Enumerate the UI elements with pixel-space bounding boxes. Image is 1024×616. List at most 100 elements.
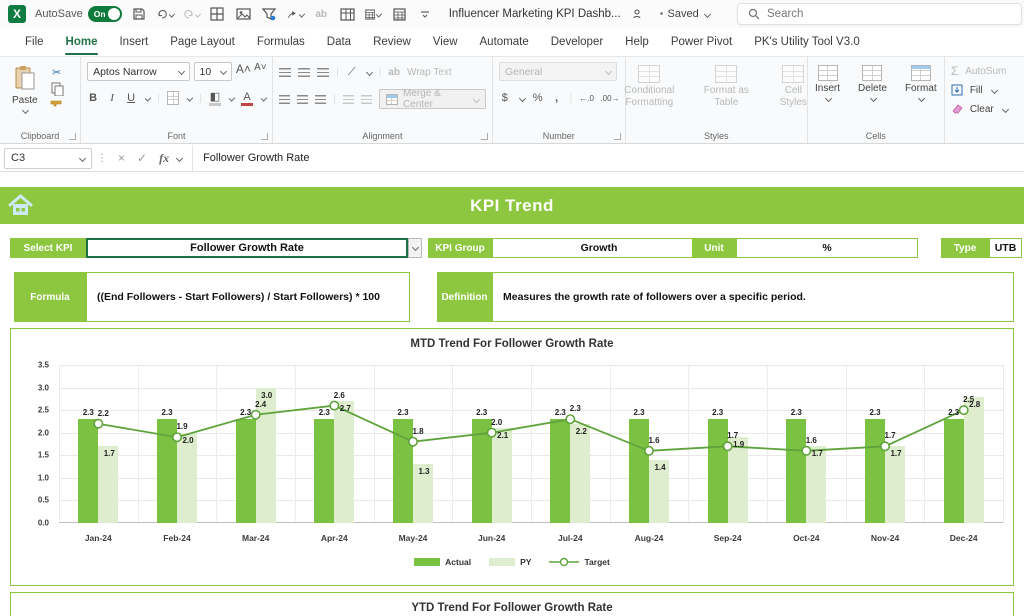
autosave-control[interactable]: AutoSave On bbox=[35, 6, 122, 22]
unit-label: Unit bbox=[692, 238, 736, 258]
tab-view[interactable]: View bbox=[422, 29, 469, 55]
label-py: 1.9 bbox=[733, 440, 744, 449]
tab-automate[interactable]: Automate bbox=[469, 29, 540, 55]
comma-style-icon[interactable]: , bbox=[551, 92, 563, 104]
tab-review[interactable]: Review bbox=[362, 29, 422, 55]
borders-button[interactable] bbox=[167, 91, 180, 105]
label-target: 1.9 bbox=[176, 422, 187, 431]
increase-decimal-icon[interactable]: ←.0 bbox=[579, 94, 593, 103]
group-alignment: | ⟋ | ab Wrap Text | Merge & Center bbox=[273, 57, 493, 143]
chart-plot: 2.32.21.72.31.92.02.32.43.02.32.62.72.31… bbox=[59, 365, 1003, 523]
insert-cells-button[interactable]: Insert bbox=[809, 62, 846, 104]
font-size-select[interactable]: 10 bbox=[194, 62, 232, 81]
x-label: May-24 bbox=[399, 533, 428, 543]
increase-indent-icon[interactable] bbox=[361, 95, 372, 104]
saved-status[interactable]: •Saved bbox=[660, 8, 710, 20]
filter-icon[interactable] bbox=[261, 6, 278, 23]
align-top-icon[interactable] bbox=[279, 68, 291, 77]
calc-sheet-icon[interactable] bbox=[365, 6, 382, 23]
excel-logo-icon: X bbox=[8, 5, 26, 23]
label-actual: 2.3 bbox=[869, 408, 880, 417]
copy-icon[interactable] bbox=[50, 82, 64, 96]
label-target: 2.3 bbox=[570, 404, 581, 413]
number-dialog-launcher[interactable] bbox=[614, 133, 621, 140]
chart-x-axis: Jan-24Feb-24Mar-24Apr-24May-24Jun-24Jul-… bbox=[59, 533, 1003, 547]
search-input[interactable]: Search bbox=[737, 3, 1022, 25]
legend-Target: Target bbox=[549, 557, 609, 567]
tab-file[interactable]: File bbox=[14, 29, 55, 55]
label-actual: 2.3 bbox=[555, 408, 566, 417]
bold-button[interactable]: B bbox=[87, 92, 99, 104]
label-actual: 2.3 bbox=[319, 408, 330, 417]
paste-button[interactable]: Paste bbox=[6, 62, 44, 116]
format-cells-button[interactable]: Format bbox=[899, 62, 943, 104]
name-box[interactable]: C3 bbox=[4, 148, 92, 169]
group-editing: ΣAutoSum Fill Clear bbox=[945, 57, 1024, 143]
font-dialog-launcher[interactable] bbox=[261, 133, 268, 140]
align-right-icon[interactable] bbox=[315, 95, 326, 104]
tab-page-layout[interactable]: Page Layout bbox=[159, 29, 246, 55]
format-painter-icon[interactable] bbox=[50, 99, 64, 111]
autosave-toggle[interactable]: On bbox=[88, 6, 122, 22]
tab-data[interactable]: Data bbox=[316, 29, 362, 55]
decrease-indent-icon[interactable] bbox=[343, 95, 354, 104]
grow-font-icon[interactable]: A˄ bbox=[236, 62, 250, 81]
group-number: General $ % , | ←.0 .00→ Number bbox=[493, 57, 626, 143]
kpi-select-input[interactable]: Follower Growth Rate bbox=[86, 238, 408, 258]
tab-formulas[interactable]: Formulas bbox=[246, 29, 316, 55]
undo-icon[interactable] bbox=[157, 6, 174, 23]
align-bottom-icon[interactable] bbox=[317, 68, 329, 77]
tab-power-pivot[interactable]: Power Pivot bbox=[660, 29, 743, 55]
percent-style-icon[interactable]: % bbox=[532, 92, 544, 104]
legend-PY: PY bbox=[489, 557, 531, 567]
clear-button[interactable]: Clear bbox=[951, 102, 1008, 116]
share-icon[interactable] bbox=[287, 6, 304, 23]
document-title[interactable]: Influencer Marketing KPI Dashb... bbox=[449, 8, 621, 20]
paste-icon bbox=[13, 65, 37, 93]
borders-icon[interactable] bbox=[209, 6, 226, 23]
formula-bar-content[interactable]: Follower Growth Rate bbox=[192, 145, 1024, 171]
table-icon[interactable] bbox=[339, 6, 356, 23]
name-box-splitter[interactable]: ⋮ bbox=[92, 153, 112, 164]
tab-help[interactable]: Help bbox=[614, 29, 660, 55]
align-center-icon[interactable] bbox=[297, 95, 308, 104]
tab-insert[interactable]: Insert bbox=[108, 29, 159, 55]
delete-cells-button[interactable]: Delete bbox=[852, 62, 893, 104]
tab-pk-s-utility-tool-v3-0[interactable]: PK's Utility Tool V3.0 bbox=[743, 29, 871, 55]
orientation-icon[interactable]: ⟋ bbox=[346, 66, 358, 79]
insert-function-icon[interactable]: fx bbox=[153, 151, 175, 166]
label-actual: 2.3 bbox=[712, 408, 723, 417]
dashboard-header: KPI Trend bbox=[0, 187, 1024, 224]
qat-overflow-icon[interactable] bbox=[417, 6, 434, 23]
cut-icon[interactable]: ✂ bbox=[50, 66, 64, 79]
accounting-format-icon[interactable]: $ bbox=[499, 92, 511, 104]
ytd-chart-title: YTD Trend For Follower Growth Rate bbox=[11, 593, 1013, 614]
underline-button[interactable]: U bbox=[125, 92, 137, 104]
picture-icon[interactable] bbox=[235, 6, 252, 23]
x-label: Apr-24 bbox=[321, 533, 348, 543]
font-color-icon[interactable]: A bbox=[241, 91, 253, 106]
tab-developer[interactable]: Developer bbox=[540, 29, 614, 55]
x-label: Sep-24 bbox=[714, 533, 742, 543]
font-family-select[interactable]: Aptos Narrow bbox=[87, 62, 189, 81]
select-kpi-label: Select KPI bbox=[10, 238, 86, 258]
align-left-icon[interactable] bbox=[279, 95, 290, 104]
fill-color-icon[interactable]: ◧ bbox=[209, 90, 221, 106]
fill-button[interactable]: Fill bbox=[951, 83, 1008, 97]
group-styles: Conditional Formatting Format as Table C… bbox=[626, 57, 808, 143]
shrink-font-icon[interactable]: A˅ bbox=[254, 62, 266, 81]
align-middle-icon[interactable] bbox=[298, 68, 310, 77]
chart-legend: ActualPYTarget bbox=[11, 557, 1013, 567]
clipboard-dialog-launcher[interactable] bbox=[69, 133, 76, 140]
tab-home[interactable]: Home bbox=[55, 29, 109, 55]
label-py: 2.0 bbox=[182, 436, 193, 445]
label-py: 2.8 bbox=[969, 400, 980, 409]
kpi-dropdown-button[interactable] bbox=[408, 238, 422, 258]
save-icon[interactable] bbox=[131, 6, 148, 23]
x-label: Feb-24 bbox=[163, 533, 190, 543]
alignment-dialog-launcher[interactable] bbox=[481, 133, 488, 140]
calc-sheet2-icon[interactable] bbox=[391, 6, 408, 23]
sort-icon: ab bbox=[313, 6, 330, 23]
home-icon[interactable] bbox=[7, 192, 34, 219]
italic-button[interactable]: I bbox=[106, 92, 118, 104]
